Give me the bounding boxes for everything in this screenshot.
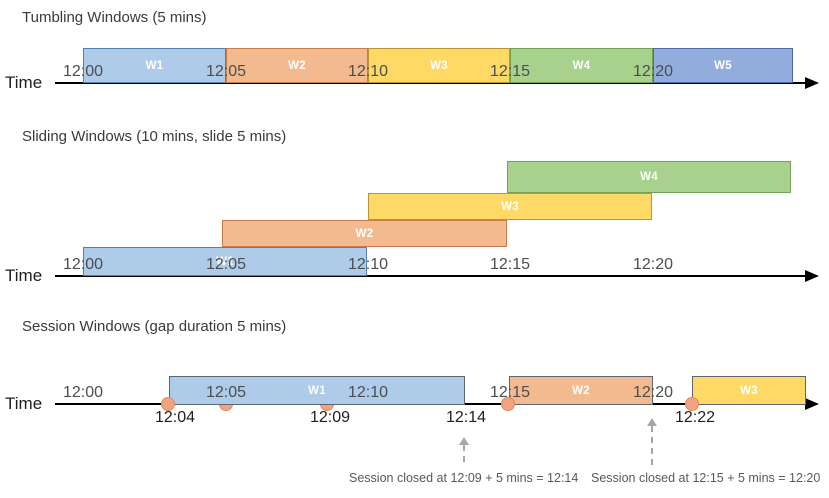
tumbling-window-w5-label: W5 <box>714 59 732 72</box>
sliding-window-w4: W4 <box>507 161 791 193</box>
event-label-1204: 12:04 <box>154 409 196 426</box>
arrow-up-head-icon <box>647 418 657 426</box>
event-dot-1222 <box>685 397 699 411</box>
sliding-time-axis <box>55 275 807 277</box>
session-axis-arrowhead-icon <box>805 398 819 410</box>
tumbling-window-w1-label: W1 <box>145 59 164 72</box>
tumbling-tick-1200: 12:00 <box>62 63 104 80</box>
sliding-time-axis-label: Time <box>5 266 43 285</box>
arrow-dashed-line <box>463 445 465 462</box>
sliding-tick-1205: 12:05 <box>205 256 247 273</box>
event-dot-1215 <box>501 397 515 411</box>
session-tick-1220: 12:20 <box>632 384 674 401</box>
session-time-axis-label: Time <box>5 394 43 413</box>
event-label-1209: 12:09 <box>309 409 351 426</box>
session-close-annotation-2: Session closed at 12:15 + 5 mins = 12:20 <box>591 471 821 485</box>
tumbling-window-w2: W2 <box>226 48 368 83</box>
session-window-w1: W1 <box>169 376 465 405</box>
sliding-window-w1: W1 <box>83 247 367 276</box>
session-window-w3-label: W3 <box>740 384 758 397</box>
tumbling-window-w2-label: W2 <box>288 59 306 72</box>
tumbling-window-w4: W4 <box>510 48 653 83</box>
tumbling-window-w4-label: W4 <box>572 59 591 72</box>
session-tick-1200: 12:00 <box>62 384 104 401</box>
sliding-window-w2-label: W2 <box>355 227 374 240</box>
session-tick-1205: 12:05 <box>205 384 247 401</box>
event-label-1214: 12:14 <box>445 409 487 426</box>
sliding-tick-1210: 12:10 <box>347 256 389 273</box>
tumbling-tick-1220: 12:20 <box>632 63 674 80</box>
tumbling-window-w3-label: W3 <box>430 59 448 72</box>
session-close-arrow-1214-icon <box>459 437 469 464</box>
sliding-window-w2: W2 <box>222 220 507 247</box>
event-dot-1204 <box>161 397 175 411</box>
tumbling-tick-1205: 12:05 <box>205 63 247 80</box>
tumbling-tick-1210: 12:10 <box>347 63 389 80</box>
tumbling-time-axis-label: Time <box>5 73 43 92</box>
session-close-annotation-1: Session closed at 12:09 + 5 mins = 12:14 <box>349 471 579 485</box>
session-tick-1210: 12:10 <box>347 384 389 401</box>
session-close-arrow-1220-icon <box>647 418 657 467</box>
tumbling-section-title: Tumbling Windows (5 mins) <box>22 9 207 26</box>
session-window-w2: W2 <box>509 376 653 405</box>
arrow-up-head-icon <box>459 437 469 445</box>
tumbling-window-w1: W1 <box>83 48 226 83</box>
sliding-tick-1200: 12:00 <box>62 256 104 273</box>
arrow-dashed-line <box>651 426 653 465</box>
sliding-window-w1-label: W1 <box>216 255 234 268</box>
sliding-tick-1215: 12:15 <box>489 256 531 273</box>
session-window-w3: W3 <box>692 376 806 405</box>
sliding-axis-arrowhead-icon <box>805 270 819 282</box>
session-window-w2-label: W2 <box>572 384 590 397</box>
tumbling-window-w3: W3 <box>368 48 510 83</box>
session-window-w1-label: W1 <box>308 384 326 397</box>
sliding-window-w3-label: W3 <box>501 200 519 213</box>
tumbling-window-w5: W5 <box>653 48 793 83</box>
sliding-window-w4-label: W4 <box>640 171 658 183</box>
tumbling-tick-1215: 12:15 <box>489 63 531 80</box>
sliding-tick-1220: 12:20 <box>632 256 674 273</box>
event-label-1222: 12:22 <box>674 409 716 426</box>
tumbling-time-axis <box>55 82 807 84</box>
sliding-section-title: Sliding Windows (10 mins, slide 5 mins) <box>22 128 287 145</box>
tumbling-axis-arrowhead-icon <box>805 77 819 89</box>
session-tick-1215: 12:15 <box>489 384 531 401</box>
sliding-window-w3: W3 <box>368 193 652 220</box>
session-section-title: Session Windows (gap duration 5 mins) <box>22 318 287 335</box>
